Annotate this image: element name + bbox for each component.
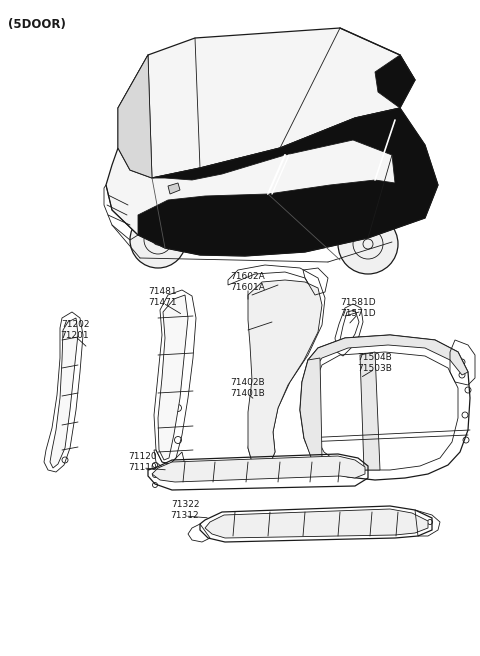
Text: 71504B
71503B: 71504B 71503B bbox=[358, 353, 393, 373]
Polygon shape bbox=[50, 318, 78, 468]
Polygon shape bbox=[205, 509, 428, 538]
Polygon shape bbox=[248, 280, 322, 468]
Polygon shape bbox=[152, 456, 365, 482]
Text: 71581D
71571D: 71581D 71571D bbox=[340, 298, 376, 318]
Polygon shape bbox=[106, 108, 438, 256]
Polygon shape bbox=[375, 55, 415, 108]
Text: 71322
71312: 71322 71312 bbox=[171, 500, 199, 520]
Text: 71602A
71601A: 71602A 71601A bbox=[230, 272, 265, 292]
Polygon shape bbox=[158, 295, 188, 460]
Polygon shape bbox=[118, 55, 152, 178]
Text: 71402B
71401B: 71402B 71401B bbox=[230, 378, 265, 398]
Polygon shape bbox=[300, 358, 322, 460]
Polygon shape bbox=[138, 108, 438, 256]
Polygon shape bbox=[308, 335, 468, 375]
Text: 71202
71201: 71202 71201 bbox=[60, 320, 89, 340]
Polygon shape bbox=[168, 183, 180, 194]
Circle shape bbox=[130, 212, 186, 268]
Polygon shape bbox=[118, 28, 415, 178]
Circle shape bbox=[338, 214, 398, 274]
Text: 71481
71471: 71481 71471 bbox=[149, 287, 177, 307]
Text: 71120
71110: 71120 71110 bbox=[129, 452, 157, 472]
Text: (5DOOR): (5DOOR) bbox=[8, 18, 66, 31]
Polygon shape bbox=[360, 352, 380, 470]
